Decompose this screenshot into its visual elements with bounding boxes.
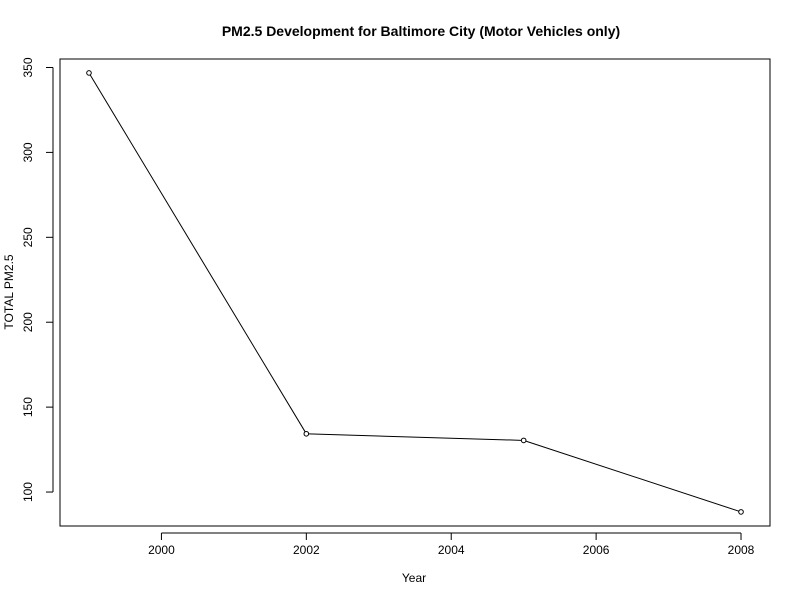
x-tick-label: 2000 bbox=[148, 543, 175, 557]
y-tick-label: 100 bbox=[21, 482, 35, 502]
x-tick-label: 2008 bbox=[728, 543, 755, 557]
series-line-segment bbox=[308, 433, 522, 441]
y-axis: 100 150 200 250 300 350 bbox=[21, 57, 54, 502]
x-tick-label: 2002 bbox=[293, 543, 320, 557]
series-line-segment bbox=[89, 74, 306, 433]
x-axis: 2000 2002 2004 2006 2008 bbox=[148, 532, 755, 557]
y-axis-label: TOTAL PM2.5 bbox=[2, 254, 16, 329]
y-tick-label: 250 bbox=[21, 227, 35, 247]
plot-frame bbox=[59, 58, 771, 527]
y-tick-label: 150 bbox=[21, 397, 35, 417]
y-tick-label: 200 bbox=[21, 312, 35, 332]
series-line-segment bbox=[525, 440, 739, 512]
data-point bbox=[738, 509, 744, 515]
y-tick-label: 350 bbox=[21, 57, 35, 77]
y-tick-label: 300 bbox=[21, 142, 35, 162]
data-point bbox=[86, 70, 92, 76]
data-point bbox=[520, 437, 527, 444]
chart-title: PM2.5 Development for Baltimore City (Mo… bbox=[222, 23, 620, 39]
x-axis-label: Year bbox=[402, 571, 426, 585]
data-point bbox=[303, 430, 310, 437]
x-tick-label: 2006 bbox=[583, 543, 610, 557]
data-series bbox=[86, 70, 744, 515]
x-tick-label: 2004 bbox=[438, 543, 465, 557]
